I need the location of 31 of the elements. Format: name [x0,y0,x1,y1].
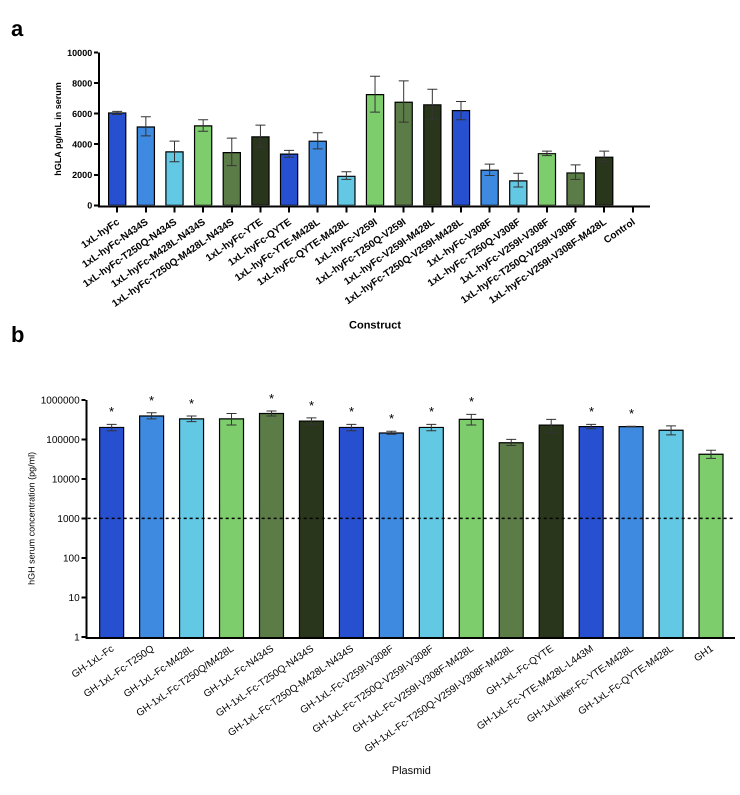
annotation: * [349,404,354,419]
x-tick-label: GH1 [692,643,716,664]
annotation: * [469,394,474,409]
annotation: * [109,404,114,419]
chart-title: a [11,16,24,41]
y-tick-label: 10000 [67,48,92,58]
annotation: * [149,393,154,408]
annotation: * [629,406,634,421]
y-tick-label: 1 [74,632,80,644]
y-tick-label: 4000 [72,139,92,150]
annotation: * [269,391,274,406]
y-tick-label: 1000 [57,514,80,525]
annotation: * [309,398,314,413]
y-tick-label: 1000000 [40,395,80,406]
annotation: * [189,396,194,411]
chart-title: b [11,322,24,347]
y-tick-label: 10 [68,592,80,604]
y-tick-label: 2000 [72,170,92,180]
y-tick-label: 100 [62,553,80,564]
x-axis-title: Plasmid [392,764,431,777]
annotation: * [429,404,434,419]
y-tick-label: 100000 [46,434,80,446]
annotation: * [389,411,394,426]
annotation: * [589,404,594,419]
y-axis-title: hGH serum concentration (pg/ml) [26,452,37,585]
y-tick-label: 0 [87,200,92,210]
y-tick-label: 10000 [52,474,80,486]
y-tick-label: 8000 [72,78,92,88]
y-tick-label: 6000 [72,108,92,119]
y-axis-title: hGLA pg/mL in serum [53,82,64,176]
x-axis-title: Construct [349,319,402,332]
